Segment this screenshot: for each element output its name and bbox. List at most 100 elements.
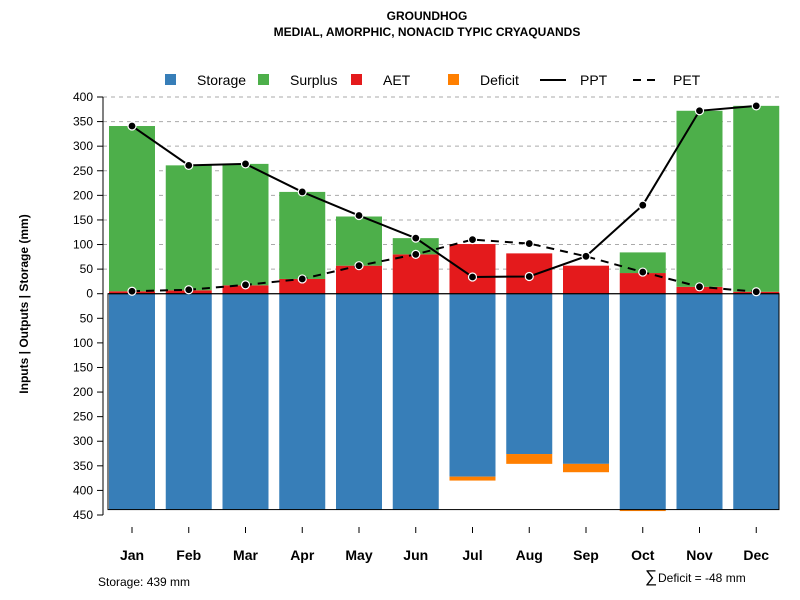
ppt-point xyxy=(581,251,591,261)
x-tick-label: May xyxy=(345,547,372,563)
ppt-point xyxy=(638,200,648,210)
y-tick-label: 50 xyxy=(80,311,94,325)
y-tick-label: 150 xyxy=(73,360,93,374)
pet-point xyxy=(354,261,364,271)
y-tick-label: 200 xyxy=(73,188,93,202)
aet-bar xyxy=(449,244,496,294)
series-lines xyxy=(127,101,761,297)
pet-point xyxy=(411,249,421,259)
gridlines xyxy=(103,96,780,270)
storage-bar xyxy=(449,293,496,477)
x-axis: Jan Feb Mar Apr May Jun Jul Aug Sep Oct Nov Dec xyxy=(120,527,769,563)
legend-label: Deficit xyxy=(480,72,519,88)
deficit-bar xyxy=(449,476,496,481)
pet-point xyxy=(467,235,478,245)
pet-point xyxy=(297,274,307,284)
surplus-bar xyxy=(676,110,723,287)
y-tick-label: 50 xyxy=(80,262,94,276)
surplus-bar xyxy=(392,238,439,255)
surplus-bar xyxy=(165,165,212,291)
aet-bar xyxy=(392,254,439,294)
y-tick-label: 400 xyxy=(73,483,93,497)
aet-bar xyxy=(279,278,326,294)
x-tick-label: Oct xyxy=(631,547,655,563)
storage-total-label: Storage: 439 mm xyxy=(98,575,190,589)
pet-point xyxy=(184,285,194,295)
aet-legend-swatch xyxy=(351,74,362,85)
y-tick-label: 200 xyxy=(73,385,93,399)
ppt-point xyxy=(524,271,534,282)
ppt-point xyxy=(354,210,364,221)
legend-label: AET xyxy=(383,72,411,88)
surplus-bar xyxy=(222,163,269,286)
aet-bar xyxy=(563,265,609,294)
legend: Storage Surplus AET Deficit PPT PET xyxy=(165,72,701,88)
storage-legend-swatch xyxy=(165,74,176,85)
pet-point xyxy=(240,280,251,290)
storage-bar xyxy=(506,293,553,455)
legend-label: Storage xyxy=(197,72,246,88)
legend-label: PPT xyxy=(580,72,608,88)
y-tick-label: 100 xyxy=(73,238,93,252)
x-tick-label: Apr xyxy=(290,547,315,563)
deficit-bar xyxy=(563,463,609,473)
x-tick-label: Jun xyxy=(403,547,428,563)
x-tick-label: Feb xyxy=(176,547,201,563)
y-tick-label: 400 xyxy=(73,90,93,104)
legend-label: PET xyxy=(673,72,701,88)
storage-bar xyxy=(563,293,609,464)
ppt-point xyxy=(127,121,137,131)
x-tick-label: Dec xyxy=(743,547,769,563)
pet-line xyxy=(131,238,757,293)
chart-title: GROUNDHOG xyxy=(387,9,468,23)
y-tick-label: 0 xyxy=(86,287,93,301)
y-tick-label: 300 xyxy=(73,139,93,153)
aet-bar xyxy=(336,265,382,294)
ppt-point xyxy=(694,106,705,116)
surplus-bar xyxy=(733,105,780,292)
y-tick-label: 350 xyxy=(73,459,93,473)
ppt-point xyxy=(751,101,761,111)
y-tick-label: 150 xyxy=(73,213,93,227)
legend-label: Surplus xyxy=(290,72,337,88)
y-tick-label: 300 xyxy=(73,434,93,448)
y-tick-label: 350 xyxy=(73,115,93,129)
ppt-point xyxy=(297,187,307,197)
storage-bar xyxy=(279,293,326,510)
storage-bar xyxy=(676,293,723,510)
deficit-bar xyxy=(619,509,666,512)
storage-bar xyxy=(336,293,382,510)
pet-point xyxy=(524,238,534,249)
surplus-bar xyxy=(109,126,155,292)
pet-point xyxy=(751,287,761,297)
y-axis-title: Inputs | Outputs | Storage (mm) xyxy=(17,214,31,393)
x-tick-label: Jul xyxy=(462,547,482,563)
y-tick-label: 250 xyxy=(73,164,93,178)
x-tick-label: Sep xyxy=(573,547,599,563)
ppt-point xyxy=(184,160,194,170)
storage-bar xyxy=(222,293,269,510)
x-tick-label: Aug xyxy=(516,547,543,563)
deficit-total-label: Deficit = -48 mm xyxy=(658,571,746,585)
surplus-legend-swatch xyxy=(258,74,269,85)
storage-bar xyxy=(733,293,780,510)
y-tick-label: 450 xyxy=(73,508,93,522)
y-tick-label: 250 xyxy=(73,410,93,424)
pet-point xyxy=(638,267,648,277)
storage-bar xyxy=(392,293,439,510)
storage-bar xyxy=(619,293,666,510)
bars xyxy=(109,105,780,512)
x-tick-label: Mar xyxy=(233,547,258,563)
x-tick-label: Jan xyxy=(120,547,144,563)
deficit-bar xyxy=(506,454,553,464)
surplus-bar xyxy=(279,191,326,279)
ppt-line xyxy=(131,104,757,278)
pet-point xyxy=(127,286,137,296)
storage-bar xyxy=(109,293,155,510)
sum-icon: ∑ xyxy=(645,567,657,586)
ppt-point xyxy=(240,159,251,169)
y-axis: 400 350 300 250 200 150 100 50 0 50 100 150 200 250 30… xyxy=(73,90,104,522)
chart-subtitle: MEDIAL, AMORPHIC, NONACID TYPIC CRYAQUAN… xyxy=(274,25,581,39)
x-tick-label: Nov xyxy=(686,547,713,563)
